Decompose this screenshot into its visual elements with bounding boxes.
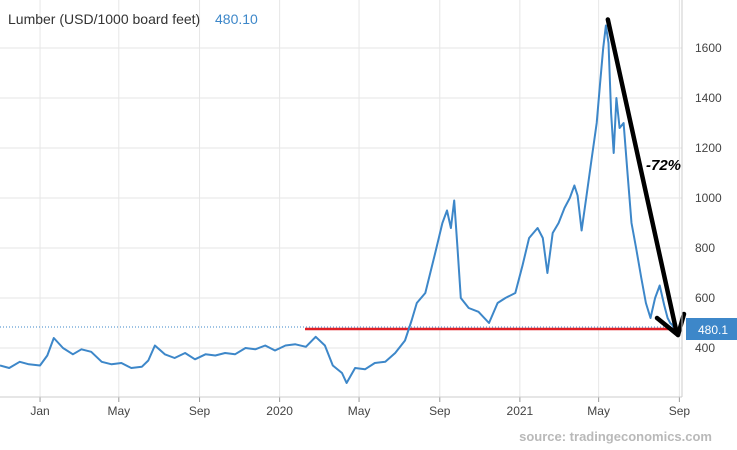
y-axis: 400 600 800 1000 1200 1400 1600 (681, 0, 722, 397)
y-tick-label: 400 (695, 341, 715, 355)
decline-arrow (605, 17, 687, 338)
last-value: 480.10 (215, 11, 258, 27)
x-axis: Jan May Sep 2020 May Sep 2021 May Sep (0, 396, 691, 418)
y-tick-label: 800 (695, 241, 715, 255)
arrow-head-right (675, 311, 687, 338)
y-tick-label: 1200 (695, 141, 722, 155)
gridlines (0, 0, 682, 397)
source-label: source: tradingeconomics.com (519, 429, 712, 444)
reference-lines (0, 326, 682, 331)
decline-annotation: -72% (646, 157, 681, 174)
x-tick-label: Sep (669, 404, 691, 418)
y-tick-label: 600 (695, 291, 715, 305)
last-value-badge-label: 480.1 (698, 323, 728, 337)
y-tick-label: 1000 (695, 191, 722, 205)
last-value-badge (686, 318, 737, 340)
series-line (0, 24, 681, 384)
x-tick-label: Sep (429, 404, 451, 418)
x-tick-label: May (107, 404, 130, 418)
x-tick-label: Sep (189, 404, 211, 418)
arrow-shaft (605, 17, 680, 337)
x-tick-label: 2021 (507, 404, 534, 418)
x-tick-label: May (587, 404, 610, 418)
x-tick-label: 2020 (266, 404, 293, 418)
arrow-head-left (654, 315, 681, 338)
y-tick-label: 1400 (695, 91, 722, 105)
y-tick-label: 1600 (695, 41, 722, 55)
x-tick-label: May (348, 404, 371, 418)
chart-title: Lumber (USD/1000 board feet) (8, 11, 200, 27)
x-tick-label: Jan (30, 404, 49, 418)
